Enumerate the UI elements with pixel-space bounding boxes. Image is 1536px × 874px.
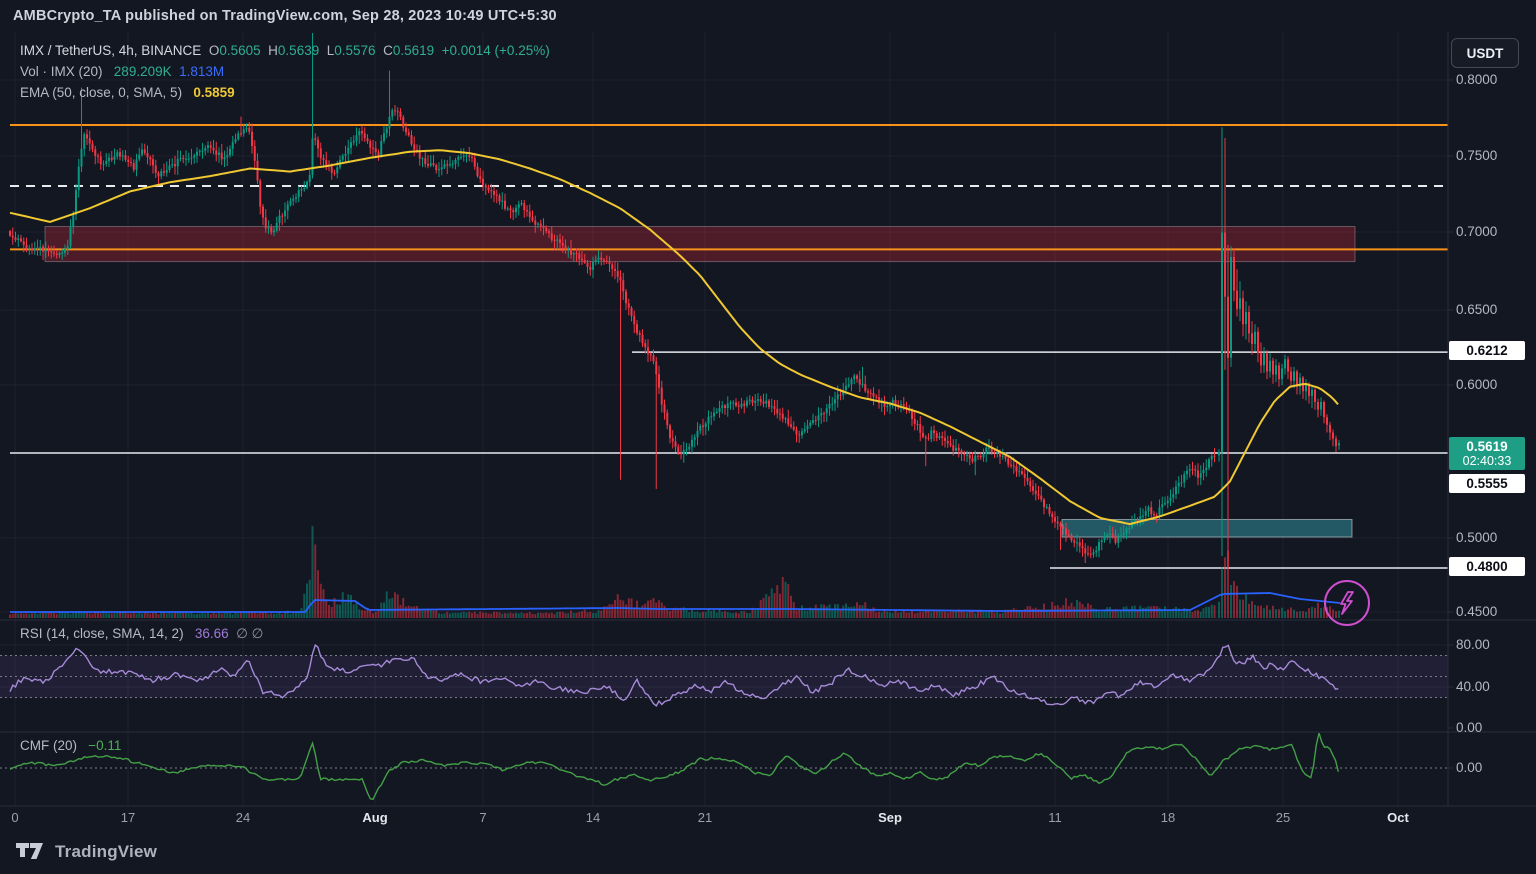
volume-value: 289.209K [113, 64, 172, 79]
price-scale-label-0.6000: 0.6000 [1456, 377, 1498, 392]
volume-legend-row[interactable]: Vol · IMX (20) 289.209K 1.813M [20, 61, 550, 82]
price-level-badge-0.5555: 0.5555 [1449, 474, 1525, 493]
pane-separators [0, 32, 1536, 807]
high-label: H [268, 43, 278, 58]
ema-label: EMA (50, close, 0, SMA, 5) [20, 85, 183, 100]
time-axis-label-24[interactable]: 24 [235, 810, 251, 825]
lightning-icon [1340, 591, 1354, 615]
cmf-line [9, 733, 1339, 801]
main-price-pane[interactable] [9, 33, 1341, 618]
flash-publish-button[interactable] [1324, 580, 1370, 626]
cmf-scale-label-0.00: 0.00 [1456, 760, 1483, 775]
high-value: 0.5639 [277, 43, 320, 58]
rsi-legend-row[interactable]: RSI (14, close, SMA, 14, 2) 36.66 ∅ ∅ [20, 626, 263, 642]
cmf-label: CMF (20) [20, 738, 77, 753]
close-label: C [383, 43, 393, 58]
currency-toggle-button[interactable]: USDT [1451, 38, 1519, 68]
time-axis-label-7[interactable]: 7 [479, 810, 487, 825]
current-price-badge: 0.5619 02:40:33 [1449, 437, 1525, 470]
open-label: O [208, 43, 220, 58]
time-axis-label-14[interactable]: 14 [585, 810, 601, 825]
candle-wicks-up [17, 33, 1340, 558]
volume-ma-value: 1.813M [179, 64, 225, 79]
time-axis-label-25[interactable]: 25 [1275, 810, 1291, 825]
time-axis-label-Sep[interactable]: Sep [878, 810, 902, 825]
candle-countdown: 02:40:33 [1462, 454, 1512, 468]
close-value: 0.5619 [392, 43, 435, 58]
price-zone-1[interactable] [1061, 518, 1353, 538]
volume-label: Vol · IMX (20) [20, 64, 103, 79]
page-title: AMBCrypto_TA published on TradingView.co… [13, 8, 557, 24]
rsi-scale-label-0.00: 0.00 [1456, 720, 1483, 735]
price-zone-0[interactable] [44, 225, 1356, 263]
rsi-scale-label-40.00: 40.00 [1456, 679, 1490, 694]
open-value: 0.5605 [219, 43, 261, 58]
time-axis-label-17[interactable]: 17 [120, 810, 136, 825]
time-axis-label-Oct[interactable]: Oct [1387, 810, 1409, 825]
time-axis-label-21[interactable]: 21 [697, 810, 713, 825]
rsi-label: RSI (14, close, SMA, 14, 2) [20, 626, 184, 641]
symbol-legend-row[interactable]: IMX / TetherUS, 4h, BINANCE O0.5605 H0.5… [20, 40, 550, 61]
footer-brand[interactable]: TradingView [16, 842, 157, 862]
current-price-value: 0.5619 [1466, 439, 1508, 454]
cmf-pane[interactable] [0, 733, 1536, 801]
ema-legend-row[interactable]: EMA (50, close, 0, SMA, 5) 0.5859 [20, 82, 550, 103]
chart-legend: IMX / TetherUS, 4h, BINANCE O0.5605 H0.5… [20, 40, 550, 103]
candle-bodies-up [17, 110, 1340, 555]
price-scale-label-0.8000: 0.8000 [1456, 72, 1498, 87]
time-axis-label-0[interactable]: 0 [11, 810, 19, 825]
tradingview-logo-icon [16, 842, 43, 859]
price-scale-label-0.4500: 0.4500 [1456, 604, 1498, 619]
price-scale-label-0.5000: 0.5000 [1456, 530, 1498, 545]
price-scale-label-0.7500: 0.7500 [1456, 148, 1498, 163]
rsi-pane[interactable] [0, 643, 1448, 707]
candle-wicks-down [9, 105, 1337, 569]
time-axis-label-11[interactable]: 11 [1048, 810, 1062, 825]
ema-line[interactable] [9, 149, 1339, 526]
price-scale-label-0.6500: 0.6500 [1456, 302, 1498, 317]
rsi-line [9, 643, 1339, 707]
volume-ma-line [10, 592, 1341, 613]
cmf-value: −0.11 [88, 738, 122, 753]
price-level-badge-0.6212: 0.6212 [1449, 341, 1525, 360]
low-label: L [326, 43, 335, 58]
low-value: 0.5576 [334, 43, 376, 58]
symbol-title: IMX / TetherUS, 4h, BINANCE [20, 43, 202, 58]
time-axis-label-Aug[interactable]: Aug [362, 810, 388, 825]
rsi-extra-values: ∅ ∅ [236, 626, 264, 641]
volume-bars-down [9, 544, 1337, 618]
rsi-scale-label-80.00: 80.00 [1456, 637, 1490, 652]
volume-bars-up [17, 526, 1340, 618]
change-value: +0.0014 (+0.25%) [441, 43, 550, 58]
cmf-legend-row[interactable]: CMF (20) −0.11 [20, 738, 121, 753]
ema-value: 0.5859 [193, 85, 235, 100]
rsi-value: 36.66 [194, 626, 229, 641]
grid-lines [0, 32, 1448, 806]
time-axis-label-18[interactable]: 18 [1160, 810, 1176, 825]
price-scale-label-0.7000: 0.7000 [1456, 224, 1498, 239]
footer-brand-text: TradingView [55, 842, 158, 861]
price-level-badge-0.4800: 0.4800 [1449, 557, 1525, 576]
